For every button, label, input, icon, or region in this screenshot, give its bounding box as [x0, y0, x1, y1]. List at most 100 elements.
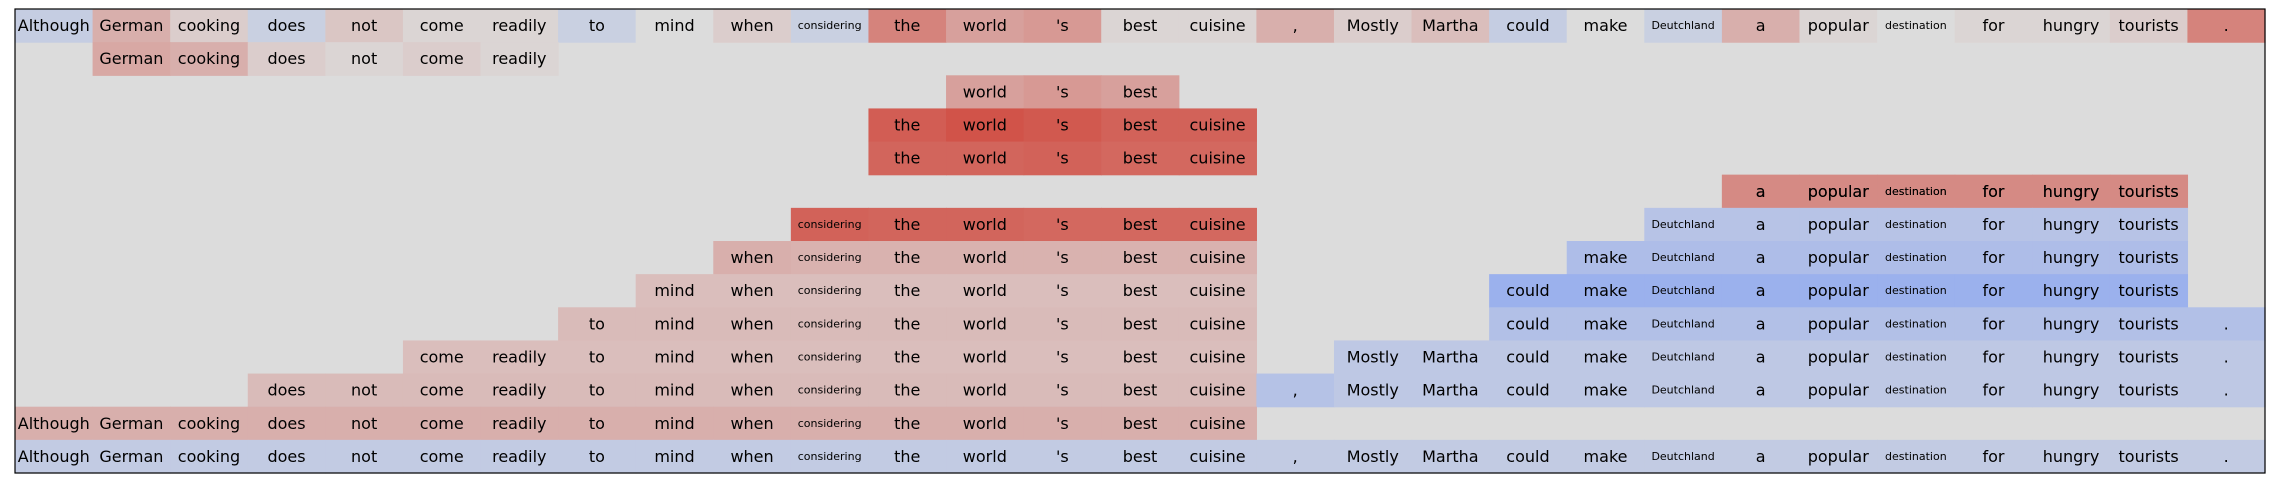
heatmap-cell [170, 9, 249, 43]
cell-token-label: hungry [2043, 182, 2100, 201]
cell-token-label: destination [1885, 450, 1947, 463]
heatmap-cell [868, 307, 947, 342]
heatmap-cell [402, 406, 482, 441]
cell-token-label: a [1756, 447, 1766, 466]
cell-token-label: best [1123, 381, 1158, 400]
cell-token-label: for [1982, 215, 2004, 234]
cell-token-label: does [267, 381, 305, 400]
heatmap-cell [480, 9, 559, 43]
heatmap-cell [790, 207, 870, 242]
heatmap-cell [92, 406, 171, 441]
heatmap-cell [2032, 207, 2111, 242]
cell-token-label: Deutchland [1651, 218, 1714, 231]
cell-token-label: best [1123, 82, 1158, 101]
cell-token-label: popular [1808, 215, 1869, 234]
cell-token-label: destination [1885, 284, 1947, 297]
heatmap-cell [2032, 373, 2111, 408]
cell-token-label: best [1123, 348, 1158, 367]
cell-token-label: the [894, 248, 920, 267]
cell-token-label: cuisine [1190, 348, 1246, 367]
heatmap-cell [170, 439, 249, 474]
heatmap-cell [1256, 439, 1335, 474]
heatmap-cell [1023, 75, 1102, 110]
cell-token-label: for [1982, 314, 2004, 333]
heatmap-cell [1101, 274, 1180, 308]
cell-token-label: hungry [2043, 447, 2100, 466]
cell-token-label: considering [798, 351, 862, 364]
cell-token-label: destination [1885, 384, 1947, 397]
cell-token-label: mind [654, 16, 694, 35]
cell-token-label: when [730, 16, 773, 35]
cell-token-label: cuisine [1190, 248, 1246, 267]
heatmap-cell [946, 75, 1025, 110]
heatmap-cell [2032, 241, 2111, 275]
cell-token-label: Although [18, 16, 90, 35]
heatmap-cell [2032, 340, 2111, 375]
cell-token-label: the [894, 314, 920, 333]
heatmap-cell [713, 340, 792, 375]
cell-token-label: tourists [2119, 381, 2179, 400]
heatmap-cell [1178, 207, 1257, 242]
cell-token-label: destination [1885, 218, 1947, 231]
cell-token-label: when [730, 348, 773, 367]
heatmap-cell [480, 406, 559, 441]
heatmap-cell [1566, 9, 1645, 43]
cell-token-label: Deutchland [1651, 251, 1714, 264]
cell-token-label: popular [1808, 182, 1869, 201]
cell-token-label: cuisine [1190, 447, 1246, 466]
cell-token-label: the [894, 348, 920, 367]
heatmap-cell [1954, 373, 2033, 408]
cell-token-label: for [1982, 182, 2004, 201]
heatmap-cell [1178, 274, 1257, 308]
cell-token-label: Deutchland [1651, 450, 1714, 463]
cell-token-label: could [1506, 348, 1549, 367]
heatmap-cell [868, 241, 947, 275]
cell-token-label: Martha [1422, 447, 1478, 466]
cell-token-label: world [963, 281, 1007, 300]
cell-token-label: come [420, 348, 464, 367]
cell-token-label: does [267, 414, 305, 433]
cell-token-label: cuisine [1190, 116, 1246, 135]
cell-token-label: a [1756, 381, 1766, 400]
cell-token-label: cooking [178, 49, 240, 68]
cell-token-label: world [963, 116, 1007, 135]
cell-token-label: Deutchland [1651, 351, 1714, 364]
cell-token-label: when [730, 314, 773, 333]
heatmap-cell [635, 9, 714, 43]
cell-token-label: destination [1885, 185, 1947, 198]
heatmap-cell [325, 406, 404, 441]
plot-frame [14, 8, 2266, 474]
cell-token-label: make [1584, 381, 1628, 400]
cell-token-label: could [1506, 281, 1549, 300]
cell-token-label: readily [492, 414, 546, 433]
cell-token-label: , [1293, 16, 1298, 35]
heatmap-cell [558, 439, 637, 474]
heatmap-cell [946, 274, 1025, 308]
heatmap-cell [1799, 207, 1878, 242]
cell-token-label: a [1756, 215, 1766, 234]
cell-token-label: considering [798, 417, 862, 430]
heatmap-cell [1023, 373, 1102, 408]
cell-token-label: world [963, 348, 1007, 367]
heatmap-cell [1566, 274, 1645, 308]
heatmap-cell [1721, 207, 1801, 242]
cell-token-label: a [1756, 281, 1766, 300]
cell-token-label: a [1756, 348, 1766, 367]
heatmap-cell [946, 373, 1025, 408]
heatmap-cell [1333, 439, 1413, 474]
heatmap-cell [1333, 340, 1413, 375]
cell-token-label: tourists [2119, 314, 2179, 333]
cell-token-label: tourists [2119, 182, 2179, 201]
heatmap-cell [247, 406, 326, 441]
heatmap-cell [1101, 307, 1180, 342]
cell-token-label: world [963, 381, 1007, 400]
cell-token-label: world [963, 149, 1007, 168]
cell-token-label: come [420, 381, 464, 400]
heatmap-cell [1954, 9, 2033, 43]
cell-token-label: the [894, 215, 920, 234]
heatmap-cell [402, 42, 482, 76]
cell-token-label: does [267, 447, 305, 466]
cell-token-label: the [894, 281, 920, 300]
heatmap-cell [1954, 274, 2033, 308]
heatmap-cell [868, 274, 947, 308]
